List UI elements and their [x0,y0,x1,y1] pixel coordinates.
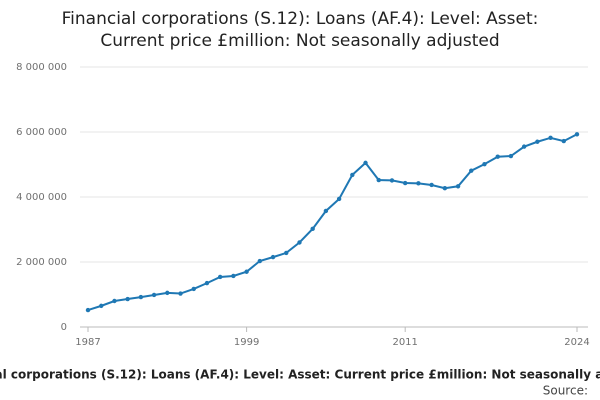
x-tick-label: 2011 [392,337,417,348]
point [336,196,342,202]
point [191,286,196,292]
point [85,307,91,313]
y-tick-label: 0 [61,322,67,333]
point [151,292,157,298]
point [323,208,329,214]
point [204,280,210,286]
point [112,298,117,304]
y-tick-label: 8 000 000 [16,62,67,73]
source: Source: [543,384,588,398]
chart-title: Current price £million: Not seasonally a… [100,31,499,51]
point [482,161,487,167]
point [376,177,381,183]
point [561,138,566,144]
point [350,172,355,178]
point [178,291,183,296]
point [270,254,276,260]
point [138,294,144,300]
line [87,133,578,312]
y-tick-label: 4 000 000 [16,192,67,203]
point [429,182,434,188]
point [469,168,474,173]
point [165,290,170,296]
point [574,132,580,137]
point [535,139,540,144]
y-tick-label: 6 000 000 [16,127,67,138]
point [217,274,223,280]
point [257,258,263,264]
caption: Financial corporations (S.12): Loans (AF… [0,368,600,382]
point [442,186,448,191]
x-tick-label: 1987 [75,337,100,348]
point [389,178,395,183]
point [284,250,289,256]
point [402,180,408,186]
chart-title: Financial corporations (S.12): Loans (AF… [62,9,539,29]
point [416,181,421,186]
x-tick-label: 2024 [564,337,589,348]
point [455,184,461,189]
point [231,273,236,279]
point [244,269,249,274]
point [363,160,368,166]
point [297,240,302,245]
point [548,135,553,141]
y-tick-label: 2 000 000 [16,257,67,268]
point [99,303,104,309]
x-tick-label: 1999 [234,337,259,348]
point [521,144,527,149]
point [125,296,130,302]
point [310,226,315,232]
point [495,154,500,159]
point [508,153,514,159]
